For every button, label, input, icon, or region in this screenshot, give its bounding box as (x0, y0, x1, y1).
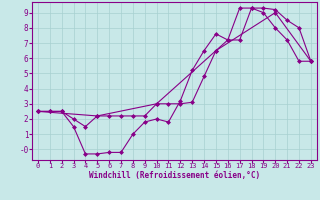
X-axis label: Windchill (Refroidissement éolien,°C): Windchill (Refroidissement éolien,°C) (89, 171, 260, 180)
